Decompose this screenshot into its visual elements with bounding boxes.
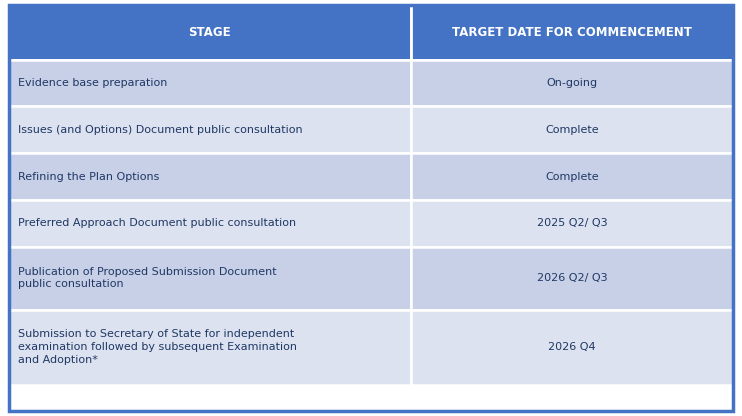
Text: STAGE: STAGE bbox=[188, 26, 232, 39]
Text: 2025 Q2/ Q3: 2025 Q2/ Q3 bbox=[536, 218, 607, 228]
Bar bbox=[9, 247, 411, 310]
Text: Preferred Approach Document public consultation: Preferred Approach Document public consu… bbox=[19, 218, 297, 228]
Text: Publication of Proposed Submission Document
public consultation: Publication of Proposed Submission Docum… bbox=[19, 267, 277, 290]
Bar bbox=[411, 310, 733, 385]
Bar bbox=[411, 247, 733, 310]
Bar bbox=[9, 200, 411, 247]
Text: TARGET DATE FOR COMMENCEMENT: TARGET DATE FOR COMMENCEMENT bbox=[452, 26, 692, 39]
Text: On-going: On-going bbox=[546, 78, 597, 88]
Bar bbox=[411, 60, 733, 106]
Text: Refining the Plan Options: Refining the Plan Options bbox=[19, 171, 160, 181]
Bar bbox=[9, 310, 411, 385]
Bar bbox=[411, 5, 733, 60]
Bar bbox=[9, 5, 411, 60]
Text: Complete: Complete bbox=[545, 125, 599, 135]
Bar bbox=[9, 60, 411, 106]
Text: Complete: Complete bbox=[545, 171, 599, 181]
Bar bbox=[9, 106, 411, 153]
Text: Issues (and Options) Document public consultation: Issues (and Options) Document public con… bbox=[19, 125, 303, 135]
Text: 2026 Q2/ Q3: 2026 Q2/ Q3 bbox=[536, 273, 607, 283]
Bar bbox=[411, 200, 733, 247]
Text: 2026 Q4: 2026 Q4 bbox=[548, 342, 596, 352]
Bar bbox=[9, 153, 411, 200]
Text: Evidence base preparation: Evidence base preparation bbox=[19, 78, 168, 88]
Bar bbox=[411, 153, 733, 200]
Text: Submission to Secretary of State for independent
examination followed by subsequ: Submission to Secretary of State for ind… bbox=[19, 329, 298, 365]
Bar bbox=[411, 106, 733, 153]
